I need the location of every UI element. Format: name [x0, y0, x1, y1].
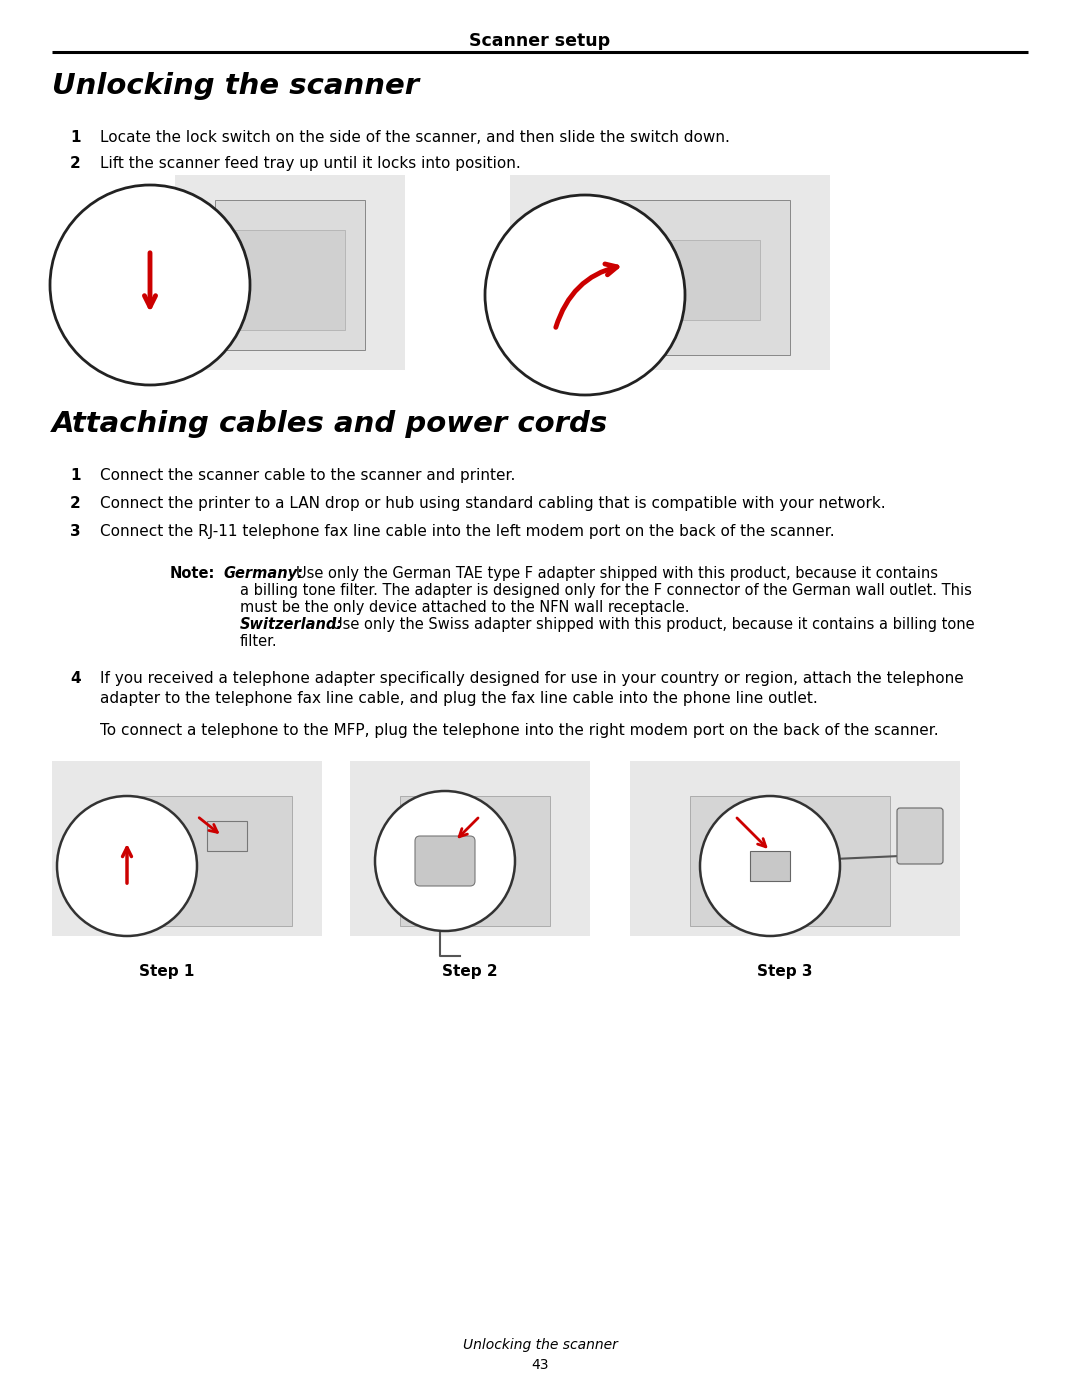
Circle shape — [485, 196, 685, 395]
Bar — [690, 796, 890, 926]
Bar — [235, 231, 345, 330]
Text: must be the only device attached to the NFN wall receptacle.: must be the only device attached to the … — [240, 599, 689, 615]
Text: 1: 1 — [70, 130, 81, 145]
Text: Lift the scanner feed tray up until it locks into position.: Lift the scanner feed tray up until it l… — [100, 156, 521, 170]
Bar — [590, 200, 789, 355]
Text: Switzerland:: Switzerland: — [240, 617, 343, 631]
Text: 43: 43 — [531, 1358, 549, 1372]
Text: If you received a telephone adapter specifically designed for use in your countr: If you received a telephone adapter spec… — [100, 671, 963, 686]
Text: Locate the lock switch on the side of the scanner, and then slide the switch dow: Locate the lock switch on the side of th… — [100, 130, 730, 145]
Bar — [630, 761, 960, 936]
Bar — [132, 796, 292, 926]
Circle shape — [375, 791, 515, 930]
Text: 2: 2 — [70, 156, 81, 170]
Text: 4: 4 — [70, 671, 81, 686]
Text: Connect the RJ-11 telephone fax line cable into the left modem port on the back : Connect the RJ-11 telephone fax line cab… — [100, 524, 835, 539]
Bar — [350, 761, 590, 936]
Bar — [400, 796, 550, 926]
FancyBboxPatch shape — [415, 835, 475, 886]
Text: 3: 3 — [70, 524, 81, 539]
Circle shape — [57, 796, 197, 936]
Text: Germany:: Germany: — [222, 566, 303, 581]
Bar — [175, 175, 405, 370]
FancyBboxPatch shape — [897, 807, 943, 863]
Bar — [610, 240, 760, 320]
Text: a billing tone filter. The adapter is designed only for the F connector of the G: a billing tone filter. The adapter is de… — [240, 583, 972, 598]
Text: Step 3: Step 3 — [757, 964, 813, 979]
Text: Connect the scanner cable to the scanner and printer.: Connect the scanner cable to the scanner… — [100, 468, 515, 483]
Text: Unlocking the scanner: Unlocking the scanner — [52, 73, 419, 101]
Bar — [750, 851, 789, 882]
Text: Connect the printer to a LAN drop or hub using standard cabling that is compatib: Connect the printer to a LAN drop or hub… — [100, 496, 886, 511]
Text: Unlocking the scanner: Unlocking the scanner — [462, 1338, 618, 1352]
Text: Note:: Note: — [170, 566, 215, 581]
Bar — [52, 761, 322, 936]
Text: Step 2: Step 2 — [442, 964, 498, 979]
Bar — [510, 175, 831, 370]
Text: Attaching cables and power cords: Attaching cables and power cords — [52, 409, 608, 439]
Text: adapter to the telephone fax line cable, and plug the fax line cable into the ph: adapter to the telephone fax line cable,… — [100, 692, 818, 705]
Circle shape — [50, 184, 249, 386]
Text: Scanner setup: Scanner setup — [470, 32, 610, 50]
Text: filter.: filter. — [240, 634, 278, 650]
Bar — [207, 821, 247, 851]
Circle shape — [700, 796, 840, 936]
Text: Use only the Swiss adapter shipped with this product, because it contains a bill: Use only the Swiss adapter shipped with … — [332, 617, 974, 631]
Text: To connect a telephone to the MFP, plug the telephone into the right modem port : To connect a telephone to the MFP, plug … — [100, 724, 939, 738]
Bar — [215, 200, 365, 351]
Text: 2: 2 — [70, 496, 81, 511]
Text: Use only the German TAE type F adapter shipped with this product, because it con: Use only the German TAE type F adapter s… — [296, 566, 939, 581]
Text: 1: 1 — [70, 468, 81, 483]
Text: Step 1: Step 1 — [139, 964, 194, 979]
